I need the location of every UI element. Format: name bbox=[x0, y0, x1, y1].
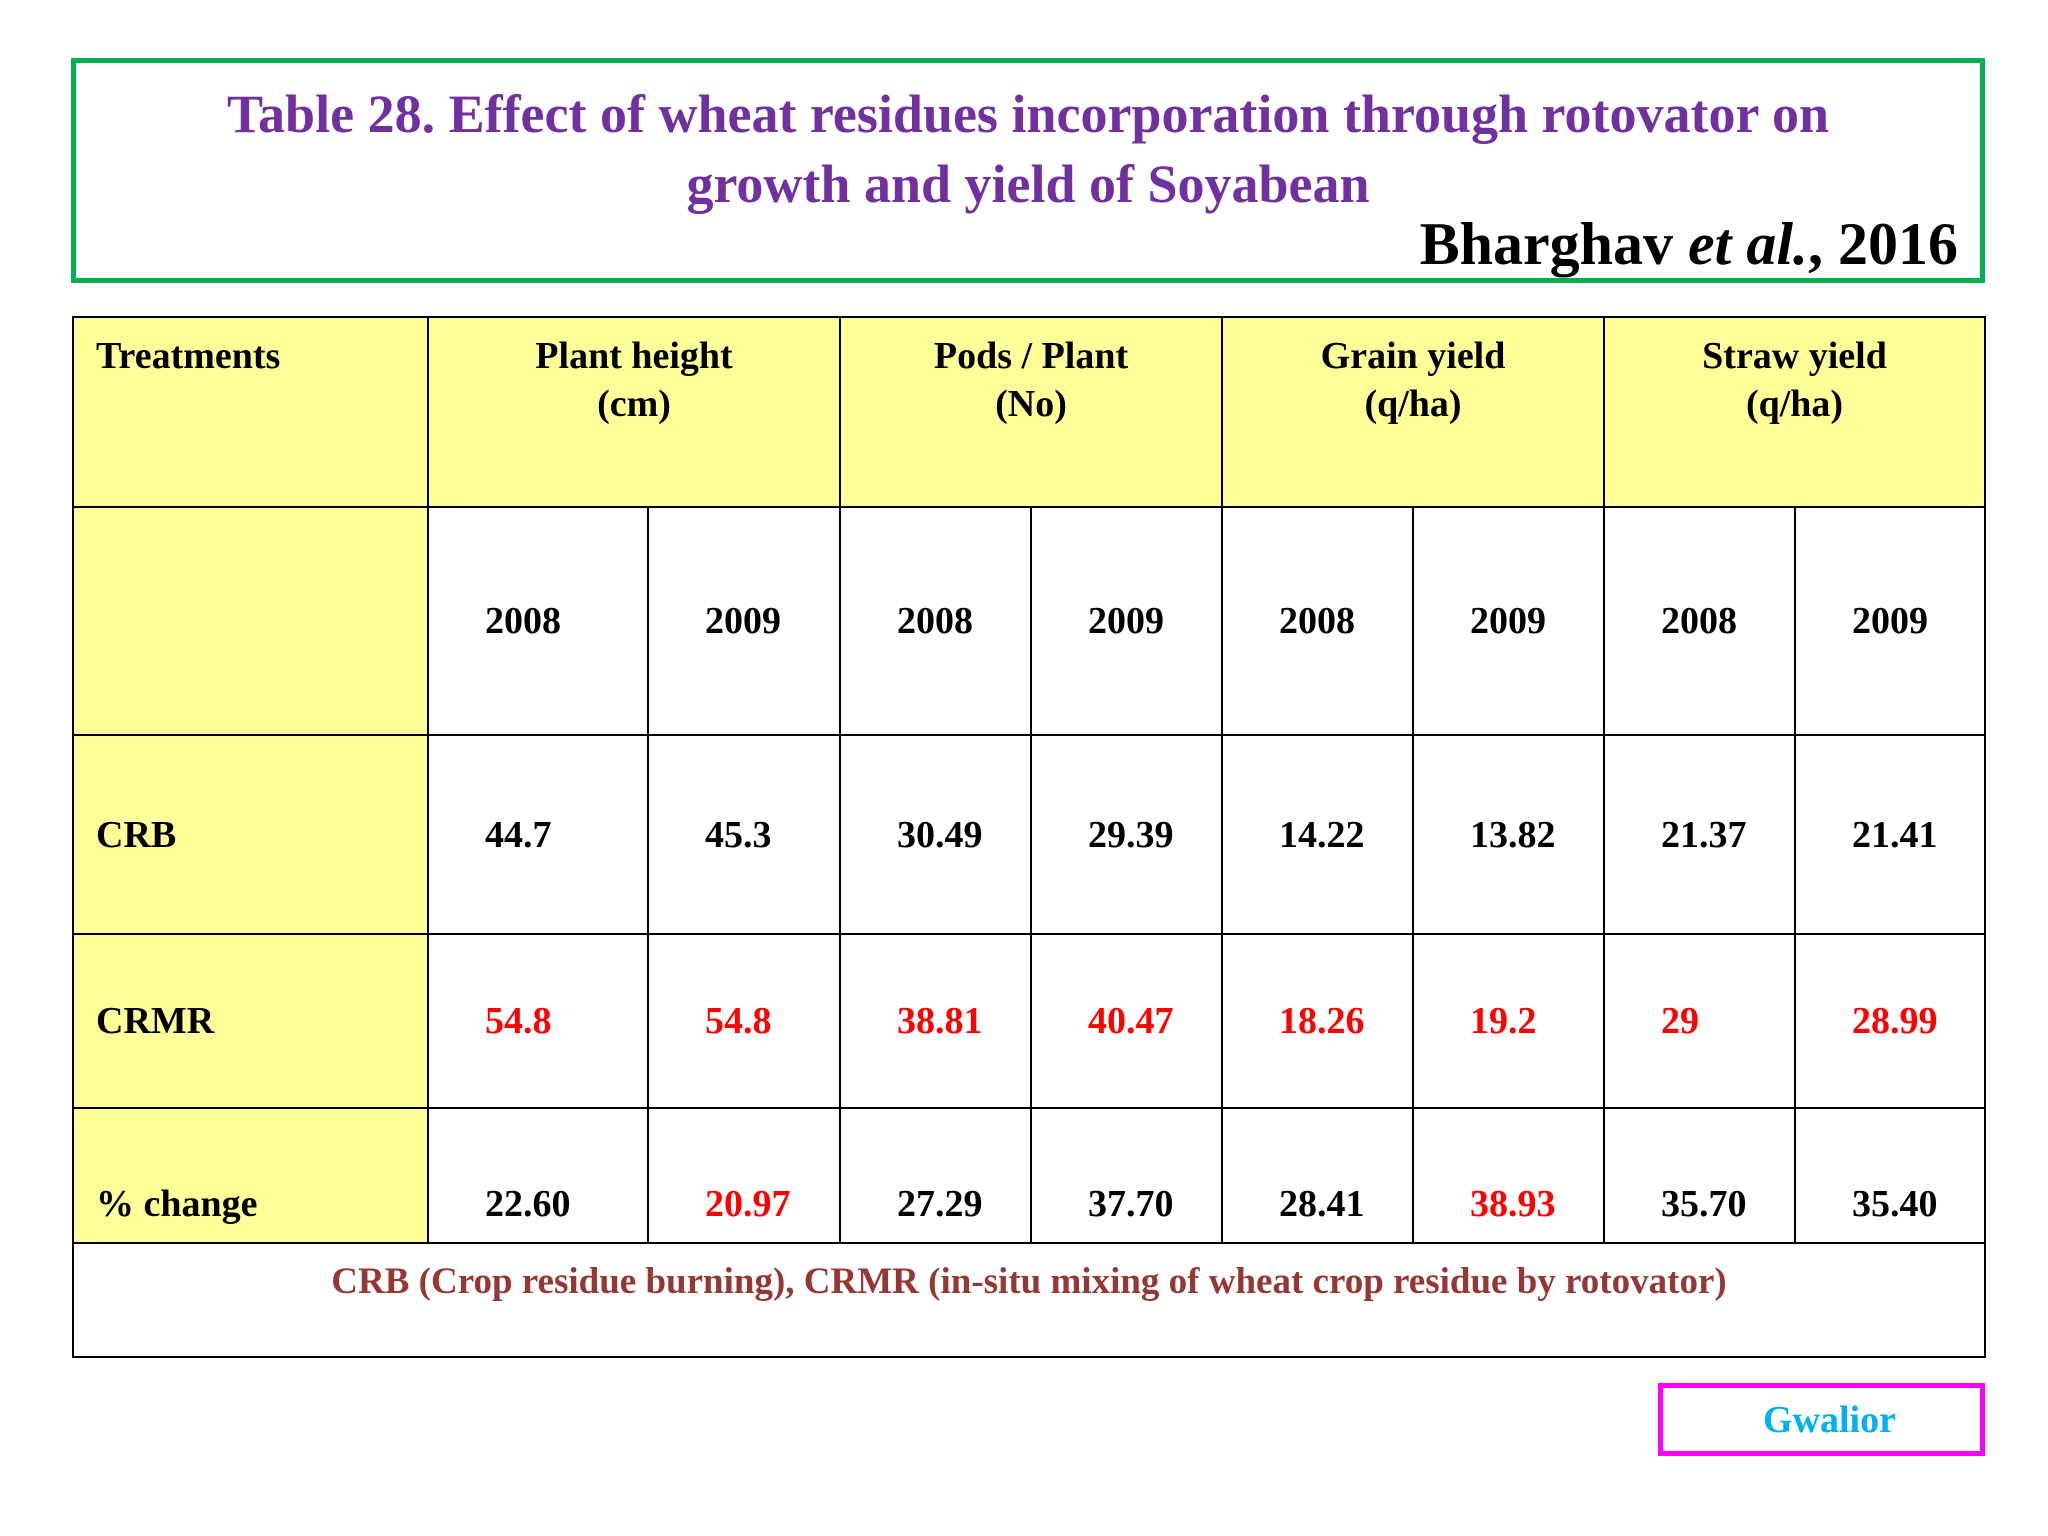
year-row: 2008 2009 2008 2009 2008 2009 2008 2009 bbox=[72, 506, 1987, 736]
value-cell: 21.37 bbox=[1603, 734, 1797, 935]
value-cell: 22.60 bbox=[427, 1107, 649, 1244]
value-cell: 18.26 bbox=[1221, 933, 1414, 1109]
group-header-line2: (cm) bbox=[597, 383, 671, 425]
citation-etal: et al. bbox=[1688, 211, 1808, 277]
year-cell: 2009 bbox=[647, 506, 841, 736]
group-header-grain-yield: Grain yield (q/ha) bbox=[1220, 316, 1606, 508]
row-label: CRB bbox=[72, 734, 429, 935]
value-cell: 45.3 bbox=[647, 734, 841, 935]
citation: Bharghav et al., 2016 bbox=[1420, 209, 1958, 279]
group-header-plant-height: Plant height (cm) bbox=[427, 316, 841, 508]
citation-year: , 2016 bbox=[1808, 211, 1958, 277]
value-cell: 27.29 bbox=[839, 1107, 1032, 1244]
empty-treatment-cell bbox=[72, 506, 429, 736]
footnote: CRB (Crop residue burning), CRMR (in-sit… bbox=[71, 1242, 1987, 1358]
year-cell: 2008 bbox=[1603, 506, 1797, 736]
group-header-line1: Plant height bbox=[535, 335, 733, 377]
value-cell: 40.47 bbox=[1030, 933, 1223, 1109]
value-cell: 20.97 bbox=[647, 1107, 841, 1244]
citation-author: Bharghav bbox=[1419, 211, 1674, 277]
value-cell: 35.40 bbox=[1794, 1107, 1987, 1244]
data-table: Treatments Plant height (cm) Pods / Plan… bbox=[71, 316, 1987, 1358]
value-cell: 21.41 bbox=[1794, 734, 1987, 935]
value-cell: 30.49 bbox=[839, 734, 1032, 935]
value-cell: 38.81 bbox=[839, 933, 1032, 1109]
table-row-percent-change: % change 22.60 20.97 27.29 37.70 28.41 3… bbox=[72, 1107, 1987, 1244]
group-header-line2: (q/ha) bbox=[1745, 383, 1844, 425]
header-row: Treatments Plant height (cm) Pods / Plan… bbox=[72, 316, 1987, 508]
value-cell: 14.22 bbox=[1221, 734, 1414, 935]
year-cell: 2009 bbox=[1411, 506, 1606, 736]
footnote-row: CRB (Crop residue burning), CRMR (in-sit… bbox=[71, 1242, 1987, 1358]
group-header-line1: Straw yield bbox=[1702, 335, 1887, 377]
year-cell: 2008 bbox=[839, 506, 1032, 736]
value-cell: 35.70 bbox=[1603, 1107, 1797, 1244]
value-cell: 28.99 bbox=[1794, 933, 1987, 1109]
group-header-line2: (No) bbox=[995, 383, 1067, 425]
year-cell: 2009 bbox=[1794, 506, 1987, 736]
table-title: Table 28. Effect of wheat residues incor… bbox=[76, 79, 1980, 219]
table-row-crb: CRB 44.7 45.3 30.49 29.39 14.22 13.82 21… bbox=[72, 734, 1987, 935]
group-header-line1: Grain yield bbox=[1320, 335, 1506, 377]
row-label: % change bbox=[72, 1107, 429, 1244]
year-cell: 2008 bbox=[427, 506, 649, 736]
value-cell: 54.8 bbox=[427, 933, 649, 1109]
treatments-header: Treatments bbox=[72, 316, 429, 508]
group-header-line2: (q/ha) bbox=[1364, 383, 1462, 425]
group-header-pods-plant: Pods / Plant (No) bbox=[839, 316, 1223, 508]
value-cell: 19.2 bbox=[1411, 933, 1606, 1109]
group-header-straw-yield: Straw yield (q/ha) bbox=[1603, 316, 1987, 508]
year-cell: 2008 bbox=[1221, 506, 1414, 736]
title-line-2: growth and yield of Soyabean bbox=[686, 154, 1370, 214]
value-cell: 37.70 bbox=[1030, 1107, 1223, 1244]
location-label: Gwalior bbox=[1763, 1399, 1896, 1441]
value-cell: 38.93 bbox=[1411, 1107, 1606, 1244]
location-box: Gwalior bbox=[1658, 1383, 1985, 1456]
title-line-1: Table 28. Effect of wheat residues incor… bbox=[227, 84, 1829, 144]
value-cell: 29.39 bbox=[1030, 734, 1223, 935]
title-box: Table 28. Effect of wheat residues incor… bbox=[71, 58, 1985, 283]
row-label: CRMR bbox=[72, 933, 429, 1109]
value-cell: 13.82 bbox=[1411, 734, 1606, 935]
value-cell: 54.8 bbox=[647, 933, 841, 1109]
year-cell: 2009 bbox=[1030, 506, 1223, 736]
value-cell: 28.41 bbox=[1221, 1107, 1414, 1244]
value-cell: 29 bbox=[1603, 933, 1797, 1109]
value-cell: 44.7 bbox=[427, 734, 649, 935]
table-row-crmr: CRMR 54.8 54.8 38.81 40.47 18.26 19.2 29… bbox=[72, 933, 1987, 1109]
group-header-line1: Pods / Plant bbox=[933, 335, 1129, 377]
